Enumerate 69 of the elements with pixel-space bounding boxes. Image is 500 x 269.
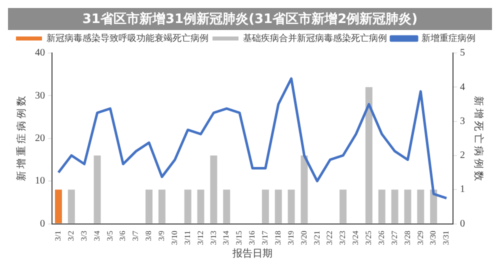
x-axis-title: 报告日期: [232, 248, 272, 260]
legend-label: 新冠病毒感染导致呼吸功能衰竭死亡病例: [46, 32, 208, 43]
x-tick-label: 3/9: [157, 230, 166, 242]
y2-tick-label: 4: [460, 82, 465, 93]
x-tick-label: 3/6: [118, 230, 128, 242]
x-tick-label: 3/18: [273, 230, 282, 246]
x-tick-label: 3/31: [442, 230, 451, 246]
x-tick-label: 3/27: [390, 230, 399, 246]
x-tick-label: 3/17: [260, 230, 270, 246]
bar: [94, 155, 101, 224]
bar: [184, 190, 192, 224]
x-tick-label: 3/29: [416, 230, 425, 246]
x-tick-label: 3/7: [131, 230, 140, 242]
x-tick-label: 3/25: [364, 230, 374, 246]
legend-label: 基础疾病合并新冠病毒感染死亡病例: [243, 32, 387, 43]
x-tick-label: 3/16: [248, 230, 257, 246]
y-tick-label: 0: [40, 218, 45, 230]
bar: [197, 190, 204, 224]
y-tick-label: 30: [35, 90, 45, 102]
bar: [223, 190, 230, 224]
x-tick-label: 3/3: [79, 230, 88, 242]
x-tick-label: 3/24: [351, 230, 360, 246]
bar: [54, 190, 62, 224]
bar: [68, 190, 75, 224]
x-tick-label: 3/10: [170, 230, 179, 246]
x-tick-label: 3/21: [312, 230, 322, 246]
bar: [262, 190, 269, 224]
bar: [404, 190, 412, 224]
legend-label: 新增重症病例: [422, 32, 476, 43]
bar: [340, 190, 347, 224]
x-tick-label: 3/20: [299, 230, 308, 246]
bar: [417, 190, 424, 224]
bar: [158, 190, 166, 224]
x-tick-label: 3/26: [376, 230, 386, 246]
y2-axis-title: 新 增 死 亡 病 例 数: [472, 96, 484, 181]
bar: [146, 190, 153, 224]
y2-tick-label: 2: [460, 150, 465, 162]
y-axis-title: 新 增 重 症 病 例 数: [16, 96, 28, 181]
bar: [391, 190, 398, 224]
x-tick-label: 3/23: [338, 230, 348, 246]
bar: [378, 190, 386, 224]
x-tick-label: 3/1: [54, 230, 63, 242]
x-tick-label: 3/30: [428, 230, 438, 246]
bar: [300, 155, 308, 224]
y2-tick-label: 3: [460, 116, 465, 127]
x-tick-label: 3/2: [66, 230, 76, 242]
y-tick-label: 10: [35, 176, 45, 187]
x-tick-label: 3/12: [196, 230, 205, 246]
bar: [430, 190, 438, 224]
bar: [210, 155, 218, 224]
y2-tick-label: 1: [460, 184, 465, 196]
x-tick-label: 3/5: [105, 230, 114, 242]
x-tick-label: 3/14: [222, 230, 231, 246]
chart-title: 31省区市新增31例新冠肺炎(31省区市新增2例新冠肺炎): [8, 8, 492, 30]
x-tick-label: 3/4: [92, 230, 102, 242]
x-tick-label: 3/13: [208, 230, 218, 246]
x-tick-label: 3/28: [402, 230, 412, 246]
x-tick-label: 3/11: [182, 230, 192, 245]
x-tick-label: 3/15: [234, 230, 244, 246]
y-tick-label: 40: [35, 48, 45, 59]
x-tick-label: 3/8: [144, 230, 154, 242]
bar: [274, 190, 282, 224]
y-tick-label: 20: [35, 133, 45, 144]
y2-tick-label: 5: [460, 48, 465, 59]
x-tick-label: 3/22: [325, 230, 334, 246]
bar: [288, 190, 295, 224]
x-tick-label: 3/19: [286, 230, 296, 246]
bar: [365, 87, 372, 224]
y2-tick-label: 0: [460, 218, 465, 230]
